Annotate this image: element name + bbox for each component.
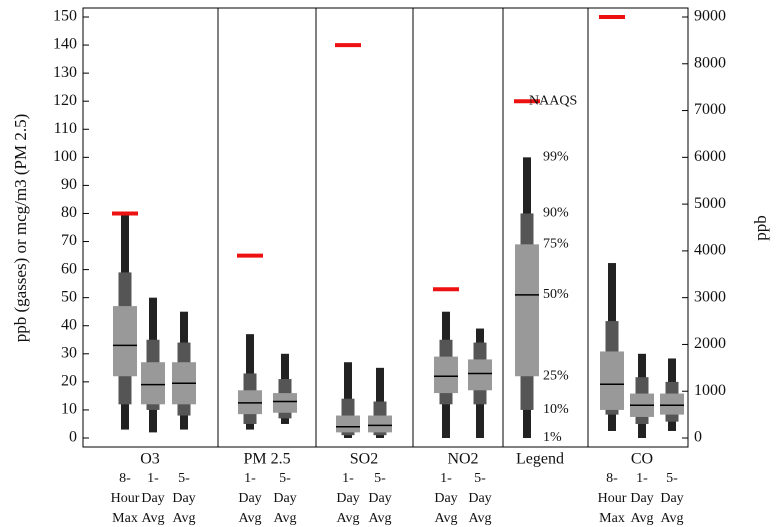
- box-label: 1-: [342, 471, 354, 486]
- panel-label: O3: [140, 451, 160, 468]
- y-tick-label: 80: [61, 204, 77, 221]
- y-tick-label: 40: [61, 316, 77, 333]
- box-label: Avg: [336, 511, 359, 526]
- y2-tick-label: 1000: [694, 382, 726, 399]
- y-tick-label: 140: [53, 36, 77, 53]
- box-label: Avg: [630, 511, 653, 526]
- box-label: 1-: [244, 471, 256, 486]
- box-label: 1-: [440, 471, 452, 486]
- box-25-75: [368, 415, 392, 433]
- box-label: Day: [238, 491, 261, 506]
- y2-tick-label: 8000: [694, 54, 726, 71]
- box-label: 5-: [178, 471, 190, 486]
- box-label: 8-: [119, 471, 131, 486]
- y2-axis-label: ppb: [751, 215, 770, 241]
- box-label: Day: [141, 491, 164, 506]
- y-tick-label: 30: [61, 344, 77, 361]
- box-label: Max: [112, 511, 138, 526]
- box-25-75: [600, 351, 624, 410]
- box-label: Day: [434, 491, 457, 506]
- plot-frame: [82, 7, 689, 448]
- y2-tick-label: 4000: [694, 242, 726, 259]
- y-tick-label: 10: [61, 401, 77, 418]
- panel-label: SO2: [350, 451, 378, 468]
- box-label: 5-: [279, 471, 291, 486]
- box-label: Day: [172, 491, 195, 506]
- y2-tick-label: 6000: [694, 148, 726, 165]
- box-label: Avg: [141, 511, 164, 526]
- y-tick-label: 0: [69, 429, 77, 446]
- box-label: 8-: [606, 471, 618, 486]
- box-label: Avg: [434, 511, 457, 526]
- box-label: Day: [468, 491, 491, 506]
- y2-tick-label: 5000: [694, 195, 726, 212]
- y-tick-label: 130: [53, 64, 77, 81]
- box-label: 5-: [474, 471, 486, 486]
- y-axis-label: ppb (gasses) or mcg/m3 (PM 2.5): [11, 114, 30, 343]
- y2-tick-label: 0: [694, 429, 702, 446]
- percentile-label: 25%: [543, 368, 569, 383]
- box-25-75: [336, 415, 360, 433]
- box-25-75: [434, 356, 458, 394]
- box-25-75: [113, 306, 137, 377]
- box-label: 1-: [147, 471, 159, 486]
- panel-label: NO2: [447, 451, 478, 468]
- box-label: Avg: [660, 511, 683, 526]
- box-label: Avg: [273, 511, 296, 526]
- percentile-label: 50%: [543, 287, 569, 302]
- box-label: Day: [630, 491, 653, 506]
- box-label: Day: [273, 491, 296, 506]
- percentile-label: 10%: [543, 402, 569, 417]
- box-25-75: [273, 393, 297, 413]
- y2-tick-label: 7000: [694, 101, 726, 118]
- box-25-75: [468, 359, 492, 391]
- y-tick-label: 100: [53, 148, 77, 165]
- y2-tick-label: 9000: [694, 8, 726, 25]
- percentile-label: 90%: [543, 206, 569, 221]
- box-label: Avg: [468, 511, 491, 526]
- panel-label: CO: [631, 451, 653, 468]
- box-label: Max: [599, 511, 625, 526]
- box-label: Hour: [598, 491, 627, 506]
- box-label: Hour: [111, 491, 140, 506]
- panel-label: Legend: [516, 451, 564, 468]
- box-25-75: [515, 244, 539, 377]
- y-tick-label: 70: [61, 232, 77, 249]
- y2-tick-label: 3000: [694, 288, 726, 305]
- box-label: Avg: [368, 511, 391, 526]
- box-label: 5-: [666, 471, 678, 486]
- y-tick-label: 20: [61, 373, 77, 390]
- box-label: 5-: [374, 471, 386, 486]
- percentile-label: 75%: [543, 237, 569, 252]
- box-25-75: [141, 362, 165, 405]
- y-tick-label: 150: [53, 8, 77, 25]
- box-label: Avg: [172, 511, 195, 526]
- box-label: 1-: [636, 471, 648, 486]
- naaqs-label: NAAQS: [529, 93, 577, 108]
- box-label: Day: [660, 491, 683, 506]
- y-tick-label: 90: [61, 176, 77, 193]
- y2-tick-label: 2000: [694, 335, 726, 352]
- box-label: Day: [336, 491, 359, 506]
- y-tick-label: 120: [53, 92, 77, 109]
- box-label: Avg: [238, 511, 261, 526]
- percentile-label: 1%: [543, 430, 562, 445]
- y-tick-label: 110: [54, 120, 77, 137]
- percentile-label: 99%: [543, 150, 569, 165]
- y-tick-label: 60: [61, 260, 77, 277]
- panel-label: PM 2.5: [243, 451, 290, 468]
- box-25-75: [660, 393, 684, 415]
- box-label: Day: [368, 491, 391, 506]
- y-tick-label: 50: [61, 288, 77, 305]
